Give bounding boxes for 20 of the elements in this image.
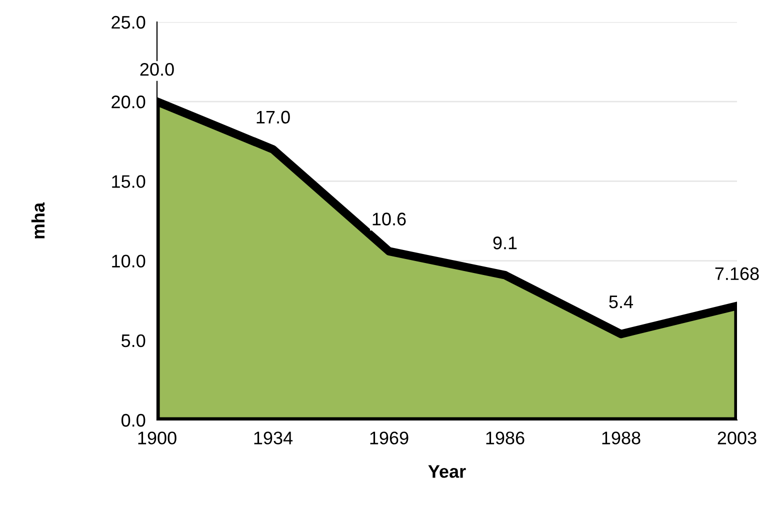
x-tick-label: 1900 — [138, 432, 176, 444]
x-tick-label: 1986 — [486, 432, 524, 444]
x-axis-title: Year — [428, 465, 466, 478]
data-label: 9.1 — [493, 236, 517, 250]
data-label: 10.6 — [372, 212, 406, 226]
y-tick-label: 15.0 — [112, 175, 146, 188]
x-tick-label: 1988 — [602, 432, 640, 444]
data-label: 17.0 — [256, 110, 290, 124]
x-tick-label: 1969 — [370, 432, 408, 444]
y-tick-label: 5.0 — [122, 334, 146, 348]
y-tick-label: 10.0 — [112, 254, 146, 268]
y-tick-label: 25.0 — [112, 16, 146, 29]
data-label: 7.168 — [715, 267, 759, 280]
x-tick-label: 2003 — [718, 432, 756, 444]
x-tick-label: 1934 — [254, 432, 293, 444]
y-axis-title: mha — [31, 202, 45, 238]
data-label: 5.4 — [609, 296, 634, 308]
y-tick-label: 0.0 — [121, 414, 146, 427]
y-tick-label: 20.0 — [112, 96, 146, 108]
data-label: 20.0 — [140, 63, 174, 76]
